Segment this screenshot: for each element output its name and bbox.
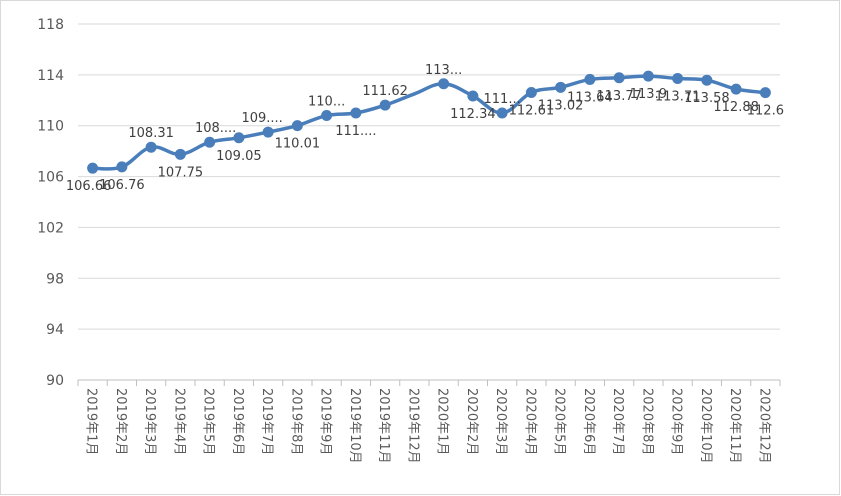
data-point (584, 73, 596, 85)
data-label: 110... (308, 95, 345, 110)
x-tick-label: 2019年5月 (201, 388, 216, 455)
data-point (291, 120, 303, 132)
x-axis-ticks: 2019年1月 2019年2月 2019年3月 2019年4月 2019年5月 2019年… (84, 388, 772, 464)
data-point (730, 83, 742, 95)
x-tick-label: 2019年11月 (376, 388, 391, 464)
data-point (350, 107, 362, 119)
data-label: 112.6 (747, 104, 784, 119)
data-point (438, 78, 450, 90)
data-label: 108.31 (128, 126, 174, 141)
x-tick-label: 2020年10月 (698, 388, 713, 464)
data-label: 112.88 (713, 100, 759, 115)
y-tick-label: 106 (37, 170, 64, 186)
x-tick-label: 2019年3月 (142, 388, 157, 455)
data-label: 113.02 (538, 98, 584, 113)
data-label: 107.75 (158, 165, 204, 180)
data-point (204, 136, 216, 148)
data-label: 111.... (335, 124, 376, 139)
data-point (672, 73, 684, 85)
data-point (321, 110, 333, 122)
data-label: 108.... (195, 121, 236, 136)
x-tick-label: 2020年4月 (522, 388, 537, 455)
gridlines (78, 23, 780, 330)
data-label: 111.62 (362, 84, 408, 99)
x-tick-label: 2020年1月 (435, 388, 450, 455)
y-tick-label: 90 (46, 373, 64, 389)
x-tick-label: 2020年7月 (610, 388, 625, 455)
data-point (262, 126, 274, 138)
data-label: 111... (484, 92, 521, 107)
x-tick-label: 2019年2月 (113, 388, 128, 455)
data-label: 113.9 (630, 87, 667, 102)
data-label: 106.66 (66, 179, 112, 194)
data-label: 109.05 (216, 149, 262, 164)
y-axis-ticks: 90 94 98 102 106 110 114 118 (37, 17, 64, 389)
data-point (379, 99, 391, 111)
data-point (145, 141, 157, 153)
x-tick-label: 2019年1月 (84, 388, 99, 455)
x-tick-label: 2019年8月 (288, 388, 303, 455)
x-tick-label: 2019年7月 (259, 388, 274, 455)
x-tick-label: 2019年10月 (347, 388, 362, 464)
data-point (87, 162, 99, 174)
data-point (233, 132, 245, 144)
data-point (496, 107, 508, 119)
data-label: 113... (425, 63, 462, 78)
data-point (613, 72, 625, 84)
y-tick-label: 114 (37, 68, 64, 84)
data-point (467, 90, 479, 102)
data-label: 112.61 (509, 104, 555, 119)
data-label: 113.58 (684, 91, 730, 106)
data-label: 112.34 (450, 107, 496, 122)
x-tick-label: 2020年2月 (464, 388, 479, 455)
x-tick-label: 2020年12月 (756, 388, 771, 464)
x-tick-label: 2020年9月 (669, 388, 684, 455)
x-tick-label: 2020年5月 (552, 388, 567, 455)
data-label: 110.01 (275, 137, 321, 152)
x-tick-label: 2019年4月 (171, 388, 186, 455)
data-point (174, 148, 186, 160)
x-axis (77, 379, 781, 386)
y-tick-label: 102 (37, 220, 64, 236)
data-label: 113.77 (596, 89, 642, 104)
data-point (759, 87, 771, 99)
x-tick-label: 2020年6月 (581, 388, 596, 455)
data-label: 109.... (241, 111, 282, 126)
y-tick-label: 110 (37, 119, 64, 135)
data-point (525, 87, 537, 99)
data-point (642, 70, 654, 82)
x-tick-label: 2020年3月 (493, 388, 508, 455)
y-tick-label: 98 (46, 271, 64, 287)
y-tick-label: 94 (46, 322, 64, 338)
x-tick-label: 2020年8月 (639, 388, 654, 455)
data-label: 106.76 (99, 178, 145, 193)
data-point (555, 81, 567, 93)
data-label: 113.64 (567, 90, 613, 105)
x-tick-label: 2020年11月 (727, 388, 742, 464)
data-point (701, 74, 713, 86)
y-tick-label: 118 (37, 17, 64, 33)
data-label: 113.71 (655, 90, 701, 105)
x-tick-label: 2019年9月 (318, 388, 333, 455)
x-tick-label: 2019年6月 (230, 388, 245, 455)
data-point (116, 161, 128, 173)
series-group (87, 70, 771, 174)
x-tick-label: 2019年12月 (405, 388, 420, 464)
